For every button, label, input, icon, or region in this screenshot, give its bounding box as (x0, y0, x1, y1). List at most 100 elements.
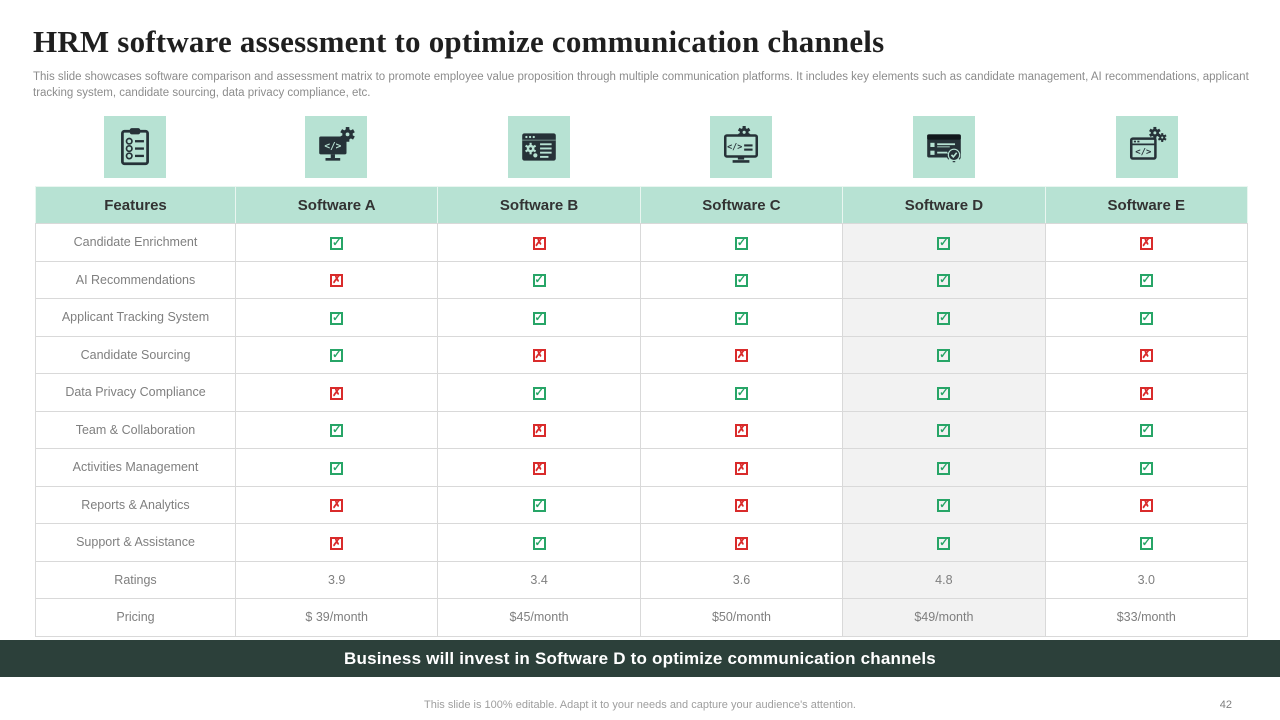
cross-icon: ✗ (734, 499, 748, 513)
check-icon: ✓ (937, 311, 951, 325)
cross-icon: ✗ (1139, 386, 1153, 400)
check-icon: ✓ (937, 424, 951, 438)
feature-label: AI Recommendations (35, 260, 236, 299)
feature-label: Candidate Sourcing (35, 335, 236, 374)
table-cell: ✗ (1044, 223, 1249, 262)
icon-col-software-e: </> (1045, 116, 1248, 178)
table-cell: ✓ (842, 260, 1046, 299)
page-number: 42 (1219, 699, 1232, 711)
icon-col-software-b (438, 116, 641, 178)
icon-col-software-a: </> (235, 116, 438, 178)
feature-label: Data Privacy Compliance (35, 373, 236, 412)
column-header-software-a: Software A (234, 186, 439, 224)
feature-label: Ratings (35, 560, 236, 599)
table-cell: 4.8 (842, 560, 1046, 599)
table-cell: ✓ (437, 260, 641, 299)
check-icon: ✓ (330, 461, 344, 475)
table-cell: ✓ (639, 223, 844, 262)
feature-label: Applicant Tracking System (35, 298, 236, 337)
table-cell: ✗ (639, 523, 844, 562)
table-row: Data Privacy Compliance ✗ ✓ ✓ ✓ ✗ (35, 373, 1249, 412)
table-cell: 3.6 (639, 560, 844, 599)
table-cell: ✓ (437, 485, 641, 524)
cross-icon: ✗ (330, 274, 344, 288)
check-icon: ✓ (937, 386, 951, 400)
check-icon: ✓ (937, 461, 951, 475)
check-icon: ✓ (532, 499, 546, 513)
column-header-software-e: Software E (1044, 186, 1249, 224)
icon-col-software-d (843, 116, 1046, 178)
table-row: Candidate Sourcing ✓ ✗ ✗ ✓ ✗ (35, 335, 1249, 374)
cross-icon: ✗ (330, 386, 344, 400)
table-cell: ✓ (1044, 298, 1249, 337)
table-cell: ✗ (1044, 335, 1249, 374)
check-icon: ✓ (330, 424, 344, 438)
assessment-table-wrap: Features Software A Software B Software … (35, 186, 1249, 637)
check-icon: ✓ (1139, 311, 1153, 325)
table-cell: 3.0 (1044, 560, 1249, 599)
table-cell: $50/month (639, 598, 844, 637)
table-cell: ✗ (234, 523, 439, 562)
table-cell: ✗ (639, 448, 844, 487)
table-cell: ✓ (1044, 448, 1249, 487)
column-header-software-d: Software D (842, 186, 1046, 224)
table-cell: ✓ (842, 223, 1046, 262)
check-icon: ✓ (330, 349, 344, 363)
table-cell: 3.4 (437, 560, 641, 599)
table-cell: ✓ (842, 373, 1046, 412)
check-icon: ✓ (532, 536, 546, 550)
cross-icon: ✗ (734, 349, 748, 363)
table-cell: ✗ (437, 335, 641, 374)
table-cell: $49/month (842, 598, 1046, 637)
table-cell: ✓ (842, 335, 1046, 374)
check-icon: ✓ (1139, 274, 1153, 288)
check-icon: ✓ (937, 274, 951, 288)
cross-icon: ✗ (532, 424, 546, 438)
table-cell: ✓ (234, 448, 439, 487)
table-cell: ✓ (639, 298, 844, 337)
feature-label: Pricing (35, 598, 236, 637)
conclusion-banner: Business will invest in Software D to op… (0, 640, 1280, 677)
check-icon: ✓ (937, 499, 951, 513)
table-cell: ✗ (234, 373, 439, 412)
assessment-table: Features Software A Software B Software … (35, 186, 1249, 637)
table-cell: 3.9 (234, 560, 439, 599)
cross-icon: ✗ (1139, 236, 1153, 250)
page-title: HRM software assessment to optimize comm… (33, 24, 885, 59)
check-icon: ✓ (937, 349, 951, 363)
table-cell: ✓ (437, 373, 641, 412)
table-row: AI Recommendations ✗ ✓ ✓ ✓ ✓ (35, 260, 1249, 299)
table-cell: $45/month (437, 598, 641, 637)
table-cell: ✗ (639, 410, 844, 449)
icon-col-software-c: </> (640, 116, 843, 178)
table-cell: ✓ (842, 485, 1046, 524)
table-cell: ✓ (842, 523, 1046, 562)
window-code-gears-icon: </> (1115, 116, 1178, 178)
table-cell: $ 39/month (234, 598, 439, 637)
table-row: Activities Management ✓ ✗ ✗ ✓ ✓ (35, 448, 1249, 487)
browser-settings-list-icon (507, 116, 570, 178)
cross-icon: ✗ (532, 236, 546, 250)
table-row: Team & Collaboration ✓ ✗ ✗ ✓ ✓ (35, 410, 1249, 449)
table-cell: ✓ (437, 298, 641, 337)
column-header-software-c: Software C (639, 186, 844, 224)
slide-description: This slide showcases software comparison… (33, 71, 1249, 99)
table-row: Candidate Enrichment ✓ ✗ ✓ ✓ ✗ (35, 223, 1249, 262)
check-icon: ✓ (734, 311, 748, 325)
cross-icon: ✗ (1139, 349, 1153, 363)
cross-icon: ✗ (330, 499, 344, 513)
monitor-code-lines-gear-icon: </> (710, 116, 773, 178)
table-cell: ✗ (437, 410, 641, 449)
table-cell: ✓ (842, 448, 1046, 487)
cross-icon: ✗ (330, 536, 344, 550)
table-body: Candidate Enrichment ✓ ✗ ✓ ✓ ✗ AI Recommendati… (35, 223, 1249, 637)
column-header-software-b: Software B (437, 186, 641, 224)
table-cell: ✓ (842, 410, 1046, 449)
footer-note: This slide is 100% editable. Adapt it to… (424, 699, 856, 711)
table-row: Pricing $ 39/month $45/month $50/month $49/m… (35, 598, 1249, 637)
table-row: Reports & Analytics ✗ ✓ ✗ ✓ ✗ (35, 485, 1249, 524)
table-row: Applicant Tracking System ✓ ✓ ✓ ✓ ✓ (35, 298, 1249, 337)
check-icon: ✓ (734, 386, 748, 400)
check-icon: ✓ (532, 311, 546, 325)
table-cell: ✗ (639, 335, 844, 374)
